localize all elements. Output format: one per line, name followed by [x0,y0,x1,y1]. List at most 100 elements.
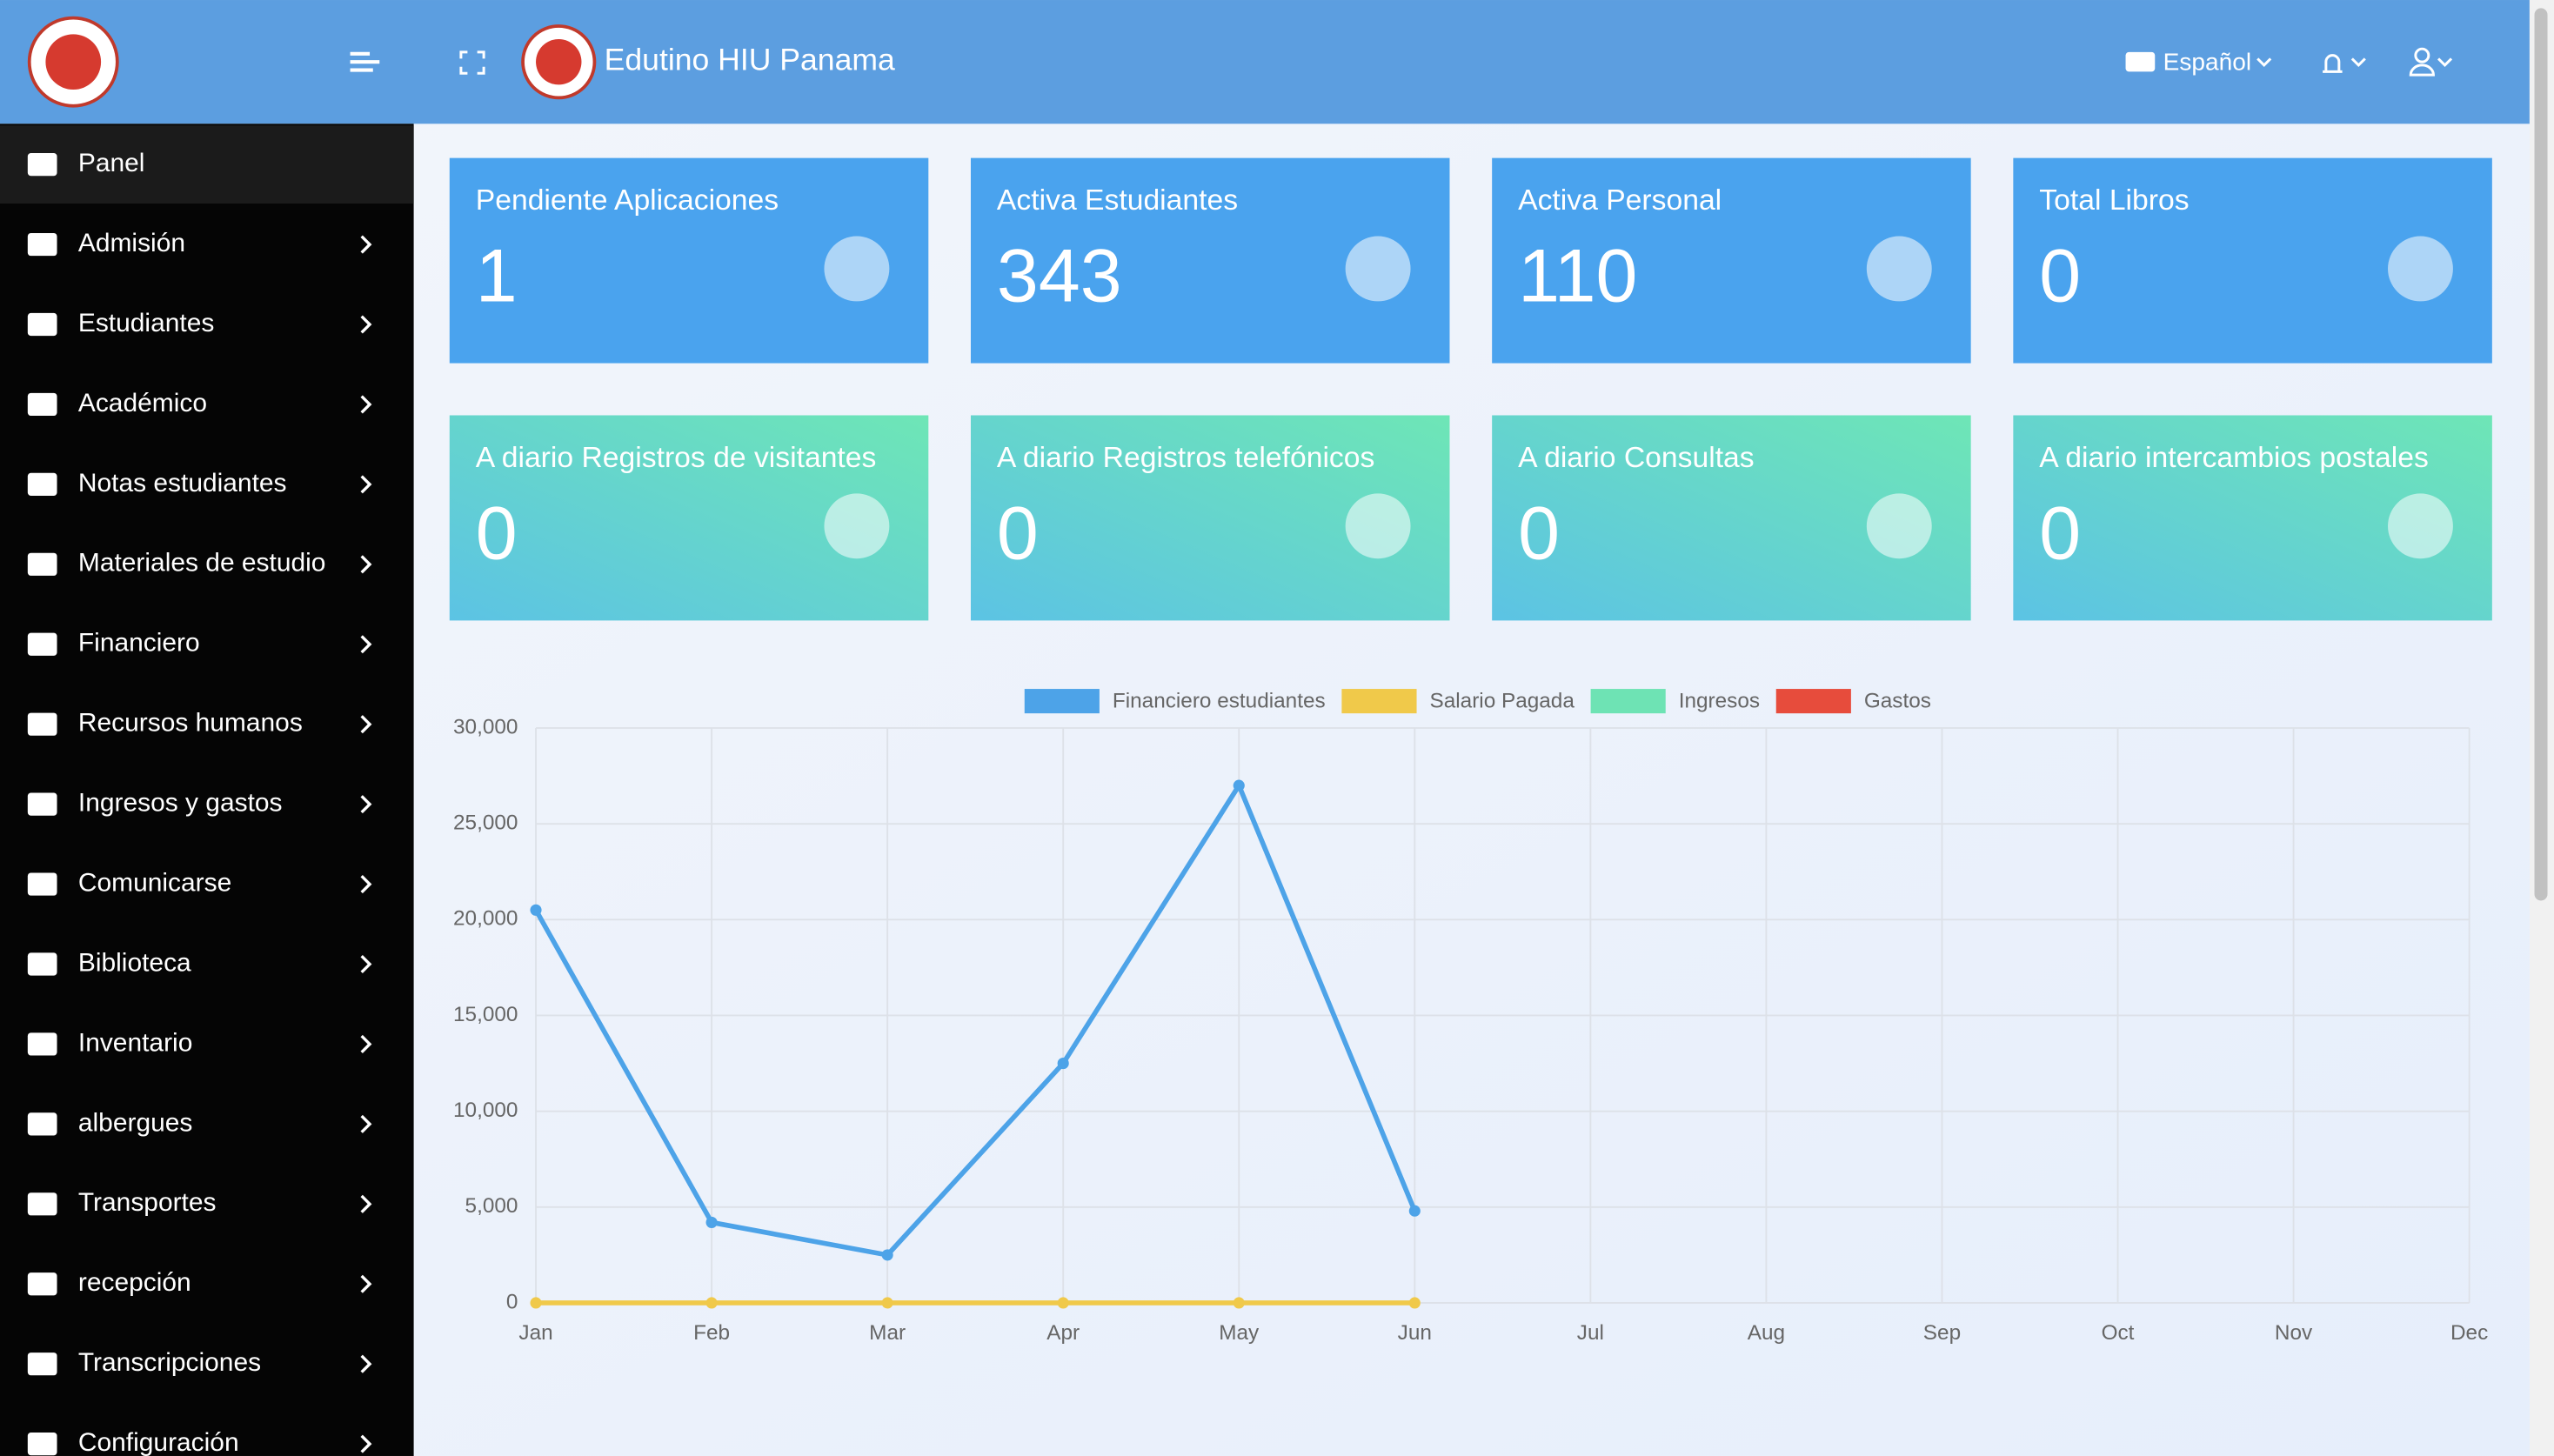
language[interactable]: Español [2163,48,2251,75]
active-item [0,125,414,204]
menu-chevron [360,235,372,254]
menu-label: Notas estudiantes [78,469,287,498]
cards: Pendiente Aplicaciones 1 Activa Estudiante… [449,157,2492,621]
x-tick-label: Apr [1046,1321,1080,1345]
data-point[interactable] [1057,1297,1069,1309]
notifications[interactable] [2323,54,2343,73]
language-icon [2125,51,2156,72]
menu-chevron [360,1434,372,1453]
x-tick-label: Aug [1748,1321,1785,1345]
menu-chevron [360,954,372,974]
menu-icon [27,153,57,177]
data-point[interactable] [705,1216,718,1228]
menu-label: Académico [78,389,207,417]
x-tick-label: Feb [693,1321,730,1345]
card-title: A diario Registros telefónicos [997,441,1374,474]
menu-icon [27,472,57,496]
data-point[interactable] [1233,779,1245,791]
menu-label: Financiero [78,629,200,658]
data-point[interactable] [1233,1297,1245,1309]
menu-icon [27,392,57,417]
menu-item[interactable] [0,205,414,284]
y-tick-label: 30,000 [453,715,518,738]
card-icon [1345,236,1411,302]
menu-chevron [360,715,372,734]
card-icon [824,236,890,302]
legend-label[interactable]: Gastos [1864,689,1931,712]
menu-label: Panel [78,149,145,177]
menu-icon [27,952,57,976]
x-tick-label: Jul [1577,1321,1604,1345]
menu-item[interactable] [0,1245,414,1323]
data-point[interactable] [705,1297,718,1309]
menu-label: Recursos humanos [78,709,303,738]
x-tick-label: Oct [2102,1321,2135,1345]
card-title: Activa Personal [1518,184,1722,217]
legend-swatch[interactable] [1590,689,1666,714]
card-title: Total Libros [2039,184,2189,217]
legend-swatch[interactable] [1024,689,1100,714]
data-point[interactable] [1408,1205,1421,1217]
y-tick-label: 15,000 [453,1003,518,1026]
card-icon [1866,236,1932,302]
menu-item[interactable] [0,125,414,204]
fullscreen[interactable] [459,50,485,75]
menu-label: Admisión [78,229,185,257]
menu-chevron [360,1194,372,1213]
menu-item[interactable] [0,1005,414,1084]
menu-icon [27,1112,57,1136]
legend-swatch[interactable] [1775,689,1851,714]
x-tick-label: May [1219,1321,1260,1345]
data-point[interactable] [530,1297,542,1309]
brand: Edutino HIU Panama [605,43,895,77]
data-point[interactable] [1057,1058,1069,1070]
legend-swatch[interactable] [1341,689,1417,714]
menu-label: recepción [78,1268,191,1297]
y-tick-label: 20,000 [453,907,518,931]
menu-toggle[interactable] [350,51,380,72]
x-tick-label: Dec [2450,1321,2488,1345]
menu-icon [27,1192,57,1216]
legend-label[interactable]: Ingresos [1679,689,1760,712]
legend-label[interactable]: Financiero estudiantes [1113,689,1326,712]
menu-item[interactable] [0,605,414,684]
card-title: Activa Estudiantes [997,184,1238,217]
menu-icon [27,1032,57,1056]
data-point[interactable] [881,1249,893,1261]
menu-chevron [360,795,372,814]
data-point[interactable] [1408,1297,1421,1309]
y-tick-label: 25,000 [453,811,518,835]
menu-label: Estudiantes [78,309,214,337]
menu-chevron [360,635,372,654]
sidebar [0,124,414,1456]
legend-label[interactable]: Salario Pagada [1430,689,1575,712]
x-tick-label: Jun [1398,1321,1432,1345]
card-icon [2388,236,2453,302]
menu-icon [27,792,57,816]
card-title: Pendiente Aplicaciones [476,184,779,217]
menu-item[interactable] [0,925,414,1004]
series-line [533,780,1417,1258]
menu-label: Ingresos y gastos [78,789,283,818]
menu-icon [27,1433,57,1456]
menu-item[interactable] [0,1085,414,1163]
menu-label: albergues [78,1108,193,1137]
card-value: 0 [2039,492,2081,576]
x-tick-label: Jan [518,1321,552,1345]
dropdown-carets [2256,57,2453,68]
y-tick-label: 0 [506,1290,518,1313]
menu-icon [27,712,57,736]
scroll-thumb[interactable] [2534,8,2548,901]
data-point[interactable] [881,1297,893,1309]
menu-icon [27,1272,57,1296]
y-tick-label: 10,000 [453,1099,518,1122]
x-tick-label: Sep [1923,1321,1961,1345]
card-icon [1866,493,1932,559]
user-menu[interactable] [2409,47,2435,77]
card-title: A diario Consultas [1518,441,1755,474]
data-point[interactable] [530,904,542,916]
card-icon [824,493,890,559]
menu-icon [27,632,57,656]
card-value: 0 [476,492,518,576]
